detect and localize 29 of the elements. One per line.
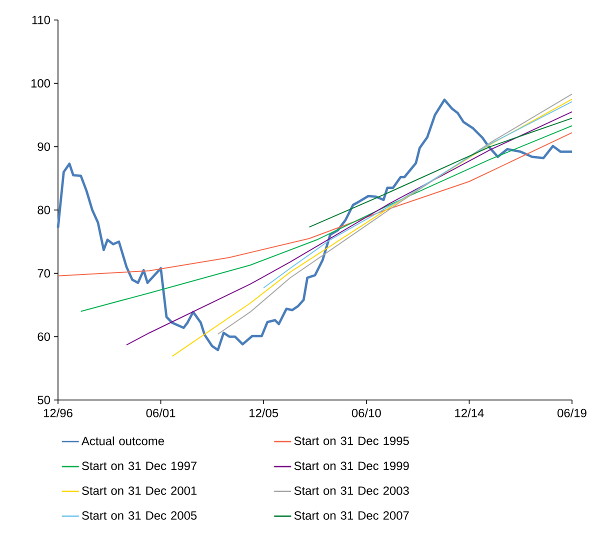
legend-label: Start on 31 Dec 2003: [294, 486, 409, 495]
legend-label: Start on 31 Dec 1997: [82, 462, 197, 470]
legend-label: Start on 31 Dec 2007: [294, 511, 409, 520]
legend-label: Start on 31 Dec 1999: [294, 462, 409, 470]
line-series: [308, 118, 573, 228]
y-tick-label: 70: [38, 269, 50, 278]
line-series: [126, 111, 573, 346]
line-series: [217, 94, 573, 335]
y-tick-label: 50: [38, 396, 50, 404]
y-tick-label: 110: [32, 16, 50, 24]
x-tick-label: 06/01: [146, 408, 176, 418]
y-tick-label: 90: [38, 142, 50, 151]
legend-label: Start on 31 Dec 2005: [82, 511, 197, 520]
y-tick-label: 80: [38, 206, 50, 214]
line-series: [80, 125, 573, 312]
x-tick-label: 06/19: [558, 408, 586, 418]
legend-label: Start on 31 Dec 1995: [294, 436, 409, 446]
legend-label: Start on 31 Dec 2001: [82, 486, 197, 495]
line-series: [58, 132, 573, 276]
x-tick-label: 12/05: [250, 408, 278, 418]
y-tick-label: 60: [38, 332, 50, 341]
x-tick-label: 12/14: [455, 408, 484, 418]
x-tick-label: 12/96: [44, 408, 72, 418]
y-tick-label: 100: [31, 79, 50, 88]
line-series: [172, 98, 573, 357]
line-series: [263, 101, 573, 288]
legend-label: Actual outcome: [82, 436, 164, 446]
x-tick-label: 06/10: [352, 408, 381, 418]
line-series: [56, 98, 574, 352]
